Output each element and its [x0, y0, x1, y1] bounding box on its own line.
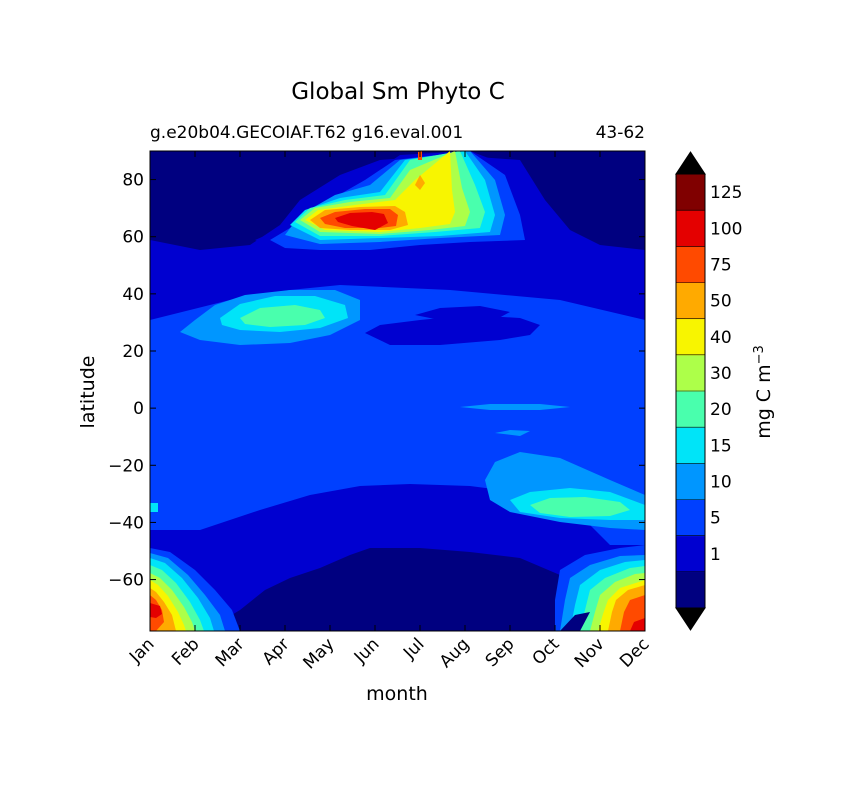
colorbar-tick-label: 40: [710, 328, 732, 348]
colorbar-band: [676, 210, 705, 247]
colorbar-band: [676, 354, 705, 392]
colorbar-label-exponent: −3: [752, 345, 767, 364]
y-axis-label: latitude: [77, 356, 99, 429]
x-tick-label: Aug: [436, 634, 474, 672]
x-tick-label: Dec: [616, 634, 653, 671]
colorbar-tick-label: 125: [710, 183, 742, 203]
colorbar-tick-label: 15: [710, 436, 732, 456]
x-tick-label: Jan: [125, 634, 158, 667]
colorbar-band: [676, 463, 705, 500]
y-tick-label: 80: [122, 171, 144, 191]
colorbar-band: [676, 174, 705, 211]
colorbar-band: [676, 282, 705, 320]
y-tick-label: 60: [122, 228, 144, 248]
chart-subtitle-right: 43-62: [596, 123, 645, 143]
colorbar-tick-label: 50: [710, 292, 732, 312]
x-tick-label: Mar: [212, 634, 249, 671]
x-tick-label: Jul: [399, 634, 428, 663]
x-tick-label: Jun: [350, 634, 384, 668]
y-tick-label: 20: [122, 342, 144, 362]
colorbar-band: [676, 571, 705, 609]
y-tick-label: 40: [122, 285, 144, 305]
colorbar-label: mg C m−3: [752, 345, 775, 439]
colorbar-tick-label: 5: [710, 509, 721, 529]
x-tick-label: Nov: [571, 634, 609, 672]
x-axis-label: month: [366, 683, 428, 705]
y-tick-label: −60: [108, 571, 144, 591]
x-tick-label: May: [300, 634, 339, 673]
colorbar-band: [676, 391, 705, 428]
y-tick-label: −40: [108, 513, 144, 533]
chart-title: Global Sm Phyto C: [291, 79, 505, 105]
colorbar-band: [676, 318, 705, 356]
x-tick-label: Oct: [529, 634, 564, 669]
y-axis: 80 60 40 20 0 −20 −40 −60: [108, 171, 645, 591]
x-tick-label: Feb: [168, 634, 203, 669]
y-tick-label: 0: [133, 399, 144, 419]
x-tick-label: Apr: [259, 634, 294, 669]
colorbar-band: [676, 427, 705, 464]
colorbar-tick-label: 75: [710, 255, 732, 275]
chart-subtitle-left: g.e20b04.GECOIAF.T62 g16.eval.001: [150, 123, 463, 143]
colorbar-extend-max: [675, 151, 706, 175]
colorbar-tick-label: 100: [710, 219, 742, 239]
colorbar-band: [676, 535, 705, 573]
colorbar-label-text: mg C m: [753, 364, 775, 438]
colorbar-band: [676, 246, 705, 283]
contour-field: [150, 151, 645, 631]
colorbar-tick-label: 30: [710, 364, 732, 384]
colorbar-band: [676, 499, 705, 537]
colorbar-extend-min: [675, 607, 706, 631]
colorbar-tick-label: 20: [710, 400, 732, 420]
colorbar-tick-label: 1: [710, 545, 721, 565]
y-tick-label: −20: [108, 456, 144, 476]
colorbar-tick-label: 10: [710, 472, 732, 492]
x-tick-label: Sep: [482, 634, 519, 671]
